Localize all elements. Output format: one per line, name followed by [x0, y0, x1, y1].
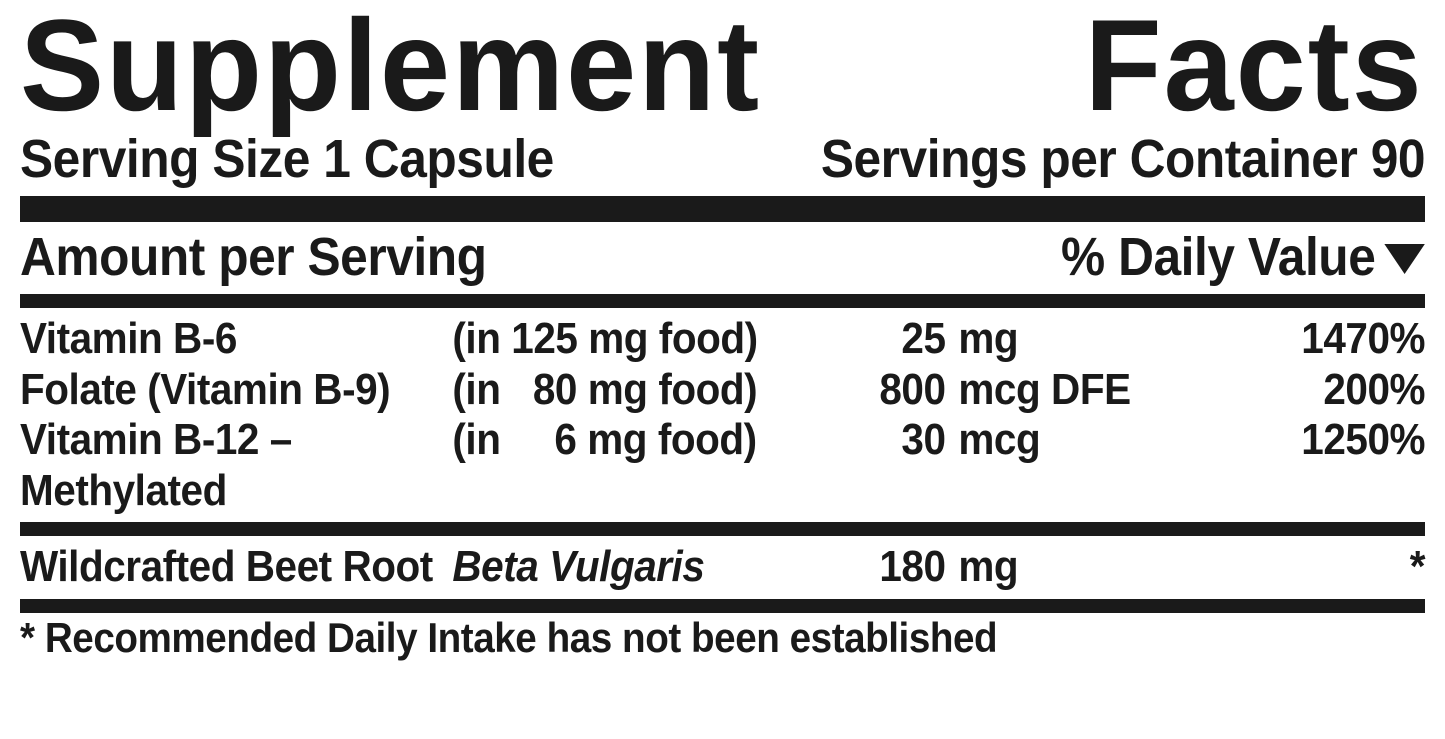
nutrient-source: (in 6 mg food): [452, 415, 792, 466]
nutrient-unit: mcg: [958, 415, 1142, 466]
divider-bar: [20, 196, 1425, 222]
nutrient-source: (in 125 mg food): [452, 314, 792, 365]
nutrient-source: (in 80 mg food): [452, 365, 792, 416]
serving-size-value: 1 Capsule: [323, 129, 554, 189]
ingredient-amount: 180: [793, 542, 959, 593]
servings-per-container: Servings per Container 90: [821, 132, 1425, 186]
ingredient-rows: Wildcrafted Beet Root Beta Vulgaris 180 …: [20, 536, 1425, 599]
footnote: * Recommended Daily Intake has not been …: [20, 613, 1425, 659]
triangle-down-icon: [1385, 244, 1425, 274]
supplement-facts-panel: Supplement Facts Serving Size 1 Capsule …: [0, 0, 1445, 659]
amount-per-serving-header: Amount per Serving: [20, 230, 486, 284]
servings-per-label: Servings per Container: [821, 129, 1358, 189]
ingredient-species: Beta Vulgaris: [452, 542, 792, 593]
nutrient-dv: 1250%: [1142, 415, 1425, 466]
nutrient-amount: 30: [793, 415, 959, 466]
nutrient-unit: mg: [958, 314, 1142, 365]
nutrient-amount: 25: [793, 314, 959, 365]
table-row: Vitamin B-6 (in 125 mg food) 25 mg 1470%: [20, 314, 1425, 365]
panel-title: Supplement Facts: [20, 0, 1424, 130]
nutrient-unit: mcg DFE: [958, 365, 1142, 416]
divider-bar: [20, 294, 1425, 308]
divider-bar: [20, 522, 1425, 536]
serving-size-label: Serving Size: [20, 129, 310, 189]
table-row: Folate (Vitamin B-9) (in 80 mg food) 800…: [20, 365, 1425, 416]
nutrient-name: Vitamin B-6: [20, 314, 452, 365]
nutrient-dv: 1470%: [1142, 314, 1425, 365]
nutrient-name: Folate (Vitamin B-9): [20, 365, 452, 416]
ingredient-unit: mg: [958, 542, 1142, 593]
serving-row: Serving Size 1 Capsule Servings per Cont…: [20, 132, 1425, 186]
nutrient-amount: 800: [793, 365, 959, 416]
servings-per-value: 90: [1371, 129, 1425, 189]
nutrient-rows: Vitamin B-6 (in 125 mg food) 25 mg 1470%…: [20, 308, 1425, 522]
nutrient-dv: 200%: [1142, 365, 1425, 416]
table-row: Vitamin B-12 – Methylated (in 6 mg food)…: [20, 415, 1425, 516]
daily-value-header-cell: % Daily Value: [1061, 230, 1425, 284]
column-header-row: Amount per Serving % Daily Value: [20, 222, 1425, 294]
ingredient-dv: *: [1142, 542, 1425, 593]
daily-value-header: % Daily Value: [1061, 230, 1375, 284]
ingredient-name: Wildcrafted Beet Root: [20, 542, 452, 593]
nutrient-name: Vitamin B-12 – Methylated: [20, 415, 452, 516]
table-row: Wildcrafted Beet Root Beta Vulgaris 180 …: [20, 542, 1425, 593]
serving-size: Serving Size 1 Capsule: [20, 132, 554, 186]
divider-bar: [20, 599, 1425, 613]
